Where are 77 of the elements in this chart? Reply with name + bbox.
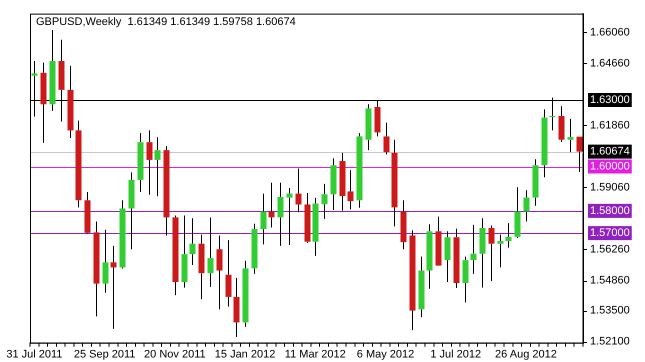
candlestick <box>296 168 302 213</box>
candlestick <box>120 200 126 270</box>
candlestick <box>128 172 134 250</box>
x-tick-label: 11 Mar 2012 <box>284 348 346 360</box>
candlestick <box>462 256 468 303</box>
candlestick <box>278 182 284 246</box>
candlestick <box>392 139 398 227</box>
candlestick <box>410 230 416 331</box>
candlestick <box>146 130 152 196</box>
candlestick <box>506 222 512 248</box>
y-tick-label: 1.53500 <box>590 304 630 317</box>
candlestick <box>198 234 204 300</box>
chart-title: GBPUSD,Weekly 1.61349 1.61349 1.59758 1.60674 <box>36 16 296 28</box>
x-tick-label: 1 Jul 2012 <box>430 348 482 360</box>
candlestick <box>94 221 100 317</box>
y-tick-label: 1.66060 <box>590 26 630 38</box>
y-tick-label: 1.52100 <box>590 336 630 348</box>
y-tick-label: 1.56260 <box>590 244 630 256</box>
candlestick <box>172 215 178 296</box>
x-tick-label: 6 May 2012 <box>356 348 414 360</box>
candlestick <box>252 223 258 274</box>
candlestick <box>190 218 196 266</box>
candlestick <box>444 230 450 283</box>
candlestick <box>384 122 390 155</box>
ref-line-label: 1.60000 <box>590 160 630 173</box>
y-tick-label: 1.59060 <box>590 181 630 194</box>
candlestick <box>436 216 442 266</box>
y-tick-label: 1.64660 <box>590 57 630 70</box>
candlestick <box>488 225 494 282</box>
candlestick <box>454 228 460 289</box>
candlestick <box>348 170 354 210</box>
candlestick <box>480 218 486 288</box>
candlestick <box>426 224 432 290</box>
ref-line-label: 1.58000 <box>590 204 630 217</box>
candlestick <box>286 188 292 246</box>
candlestick <box>330 158 336 211</box>
candlestick <box>110 245 116 330</box>
candlestick <box>164 146 170 236</box>
candlestick <box>102 229 108 294</box>
candlestick <box>260 193 266 245</box>
candlestick <box>514 186 520 238</box>
candlestick <box>216 235 222 310</box>
candlestick <box>542 108 548 178</box>
x-tick-label: 25 Sep 2011 <box>74 348 136 360</box>
candlestick <box>234 277 240 338</box>
candlestick <box>400 200 406 250</box>
candlestick <box>182 215 188 288</box>
candlestick <box>356 132 362 208</box>
candlestick <box>138 132 144 193</box>
candlestick <box>84 192 90 233</box>
x-tick-label: 26 Aug 2012 <box>495 348 557 360</box>
y-tick-label: 1.54860 <box>590 274 630 287</box>
candlestick <box>208 217 214 288</box>
candlestick <box>154 136 160 197</box>
candlestick <box>366 104 372 151</box>
ref-line-label: 1.63000 <box>590 94 630 106</box>
candlestick <box>470 224 476 274</box>
candlestick <box>418 256 424 318</box>
ref-line-label: 1.60674 <box>590 146 630 158</box>
candlestick <box>268 182 274 228</box>
candlestick <box>558 106 564 142</box>
candlestick <box>524 190 530 222</box>
candlestick <box>226 240 232 308</box>
x-tick-label: 20 Nov 2011 <box>144 348 206 360</box>
candlestick <box>242 260 248 328</box>
candlestick <box>312 197 318 256</box>
x-tick-label: 31 Jul 2011 <box>6 348 62 360</box>
candlestick <box>340 152 346 212</box>
ref-line-label: 1.57000 <box>590 227 630 240</box>
candlestick <box>76 120 82 208</box>
candlestick <box>532 158 538 206</box>
candlestick <box>498 234 504 268</box>
y-tick-label: 1.61860 <box>590 119 630 132</box>
candlestick <box>304 192 310 244</box>
candlestick <box>322 183 328 220</box>
candlestick <box>568 118 574 153</box>
x-tick-label: 15 Jan 2012 <box>214 348 276 360</box>
